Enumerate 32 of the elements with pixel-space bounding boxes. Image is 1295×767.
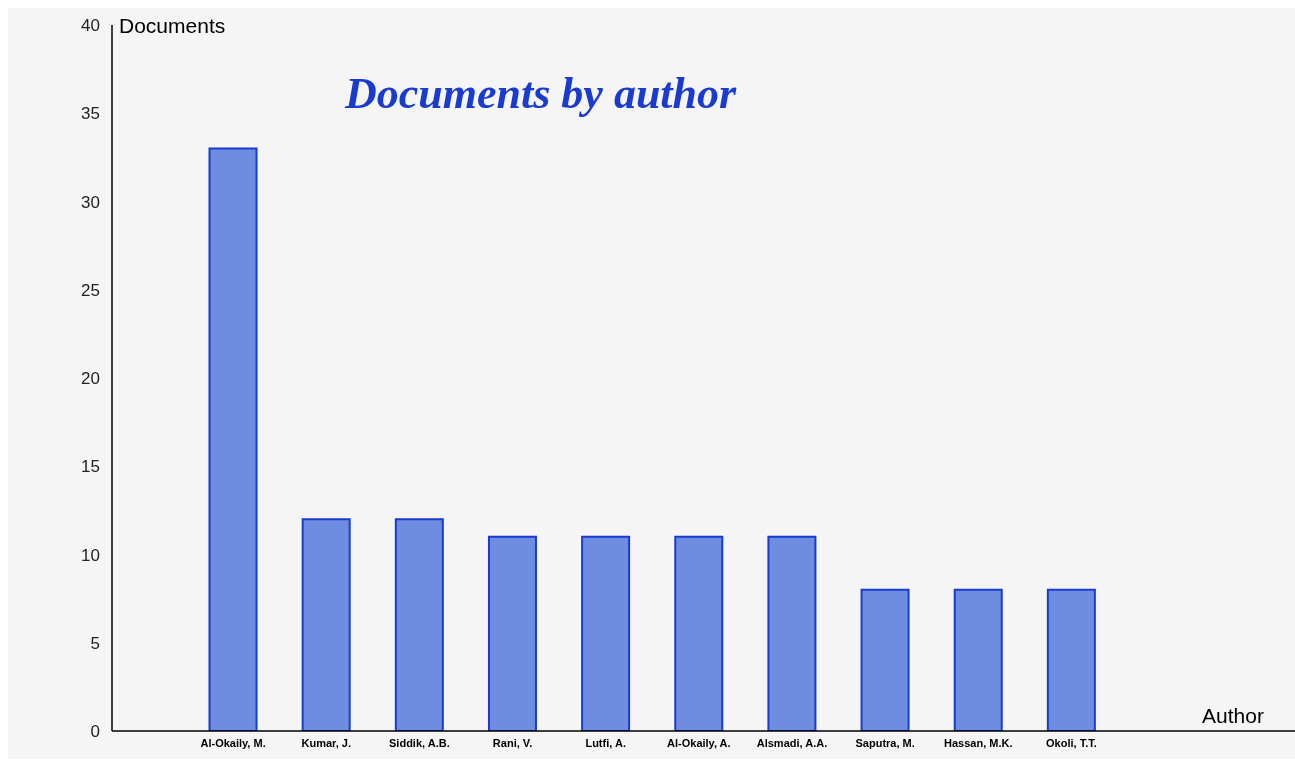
- y-tick-label: 25: [81, 280, 100, 300]
- bar: [301, 518, 351, 731]
- x-tick-label: Alsmadi, A.A.: [756, 736, 828, 749]
- x-tick-label: Al-Okaily, A.: [667, 736, 731, 749]
- y-tick-label: 20: [81, 369, 100, 389]
- x-tick-label: Lutfi, A.: [585, 736, 626, 749]
- y-tick-label: 40: [81, 16, 100, 36]
- y-tick-label: 30: [81, 192, 100, 212]
- y-axis-title: Documents: [119, 14, 226, 38]
- bar: [1046, 588, 1096, 731]
- x-tick-label: Siddik, A.B.: [389, 736, 450, 749]
- bar: [394, 518, 444, 731]
- bar: [581, 535, 631, 731]
- bar: [953, 588, 1003, 731]
- text: Documents by author: [345, 68, 737, 119]
- bar: [208, 147, 258, 731]
- x-tick-label: Saputra, M.: [855, 736, 915, 749]
- x-tick-label: Hassan, M.K.: [944, 736, 1013, 749]
- y-tick-label: 15: [81, 457, 100, 477]
- y-tick-label: 10: [81, 545, 100, 565]
- bar: [487, 535, 537, 731]
- bar: [674, 535, 724, 731]
- y-tick-label: 35: [81, 104, 100, 124]
- x-tick-label: Okoli, T.T.: [1046, 736, 1097, 749]
- bar: [860, 588, 910, 731]
- y-tick-label: 0: [90, 722, 100, 742]
- x-tick-label: Al-Okaily, M.: [200, 736, 266, 749]
- x-tick-label: Kumar, J.: [301, 736, 352, 749]
- x-tick-label: Rani, V.: [492, 736, 533, 749]
- x-axis-title: Author: [1202, 704, 1264, 728]
- bar: [767, 535, 817, 731]
- y-tick-label: 5: [90, 633, 100, 653]
